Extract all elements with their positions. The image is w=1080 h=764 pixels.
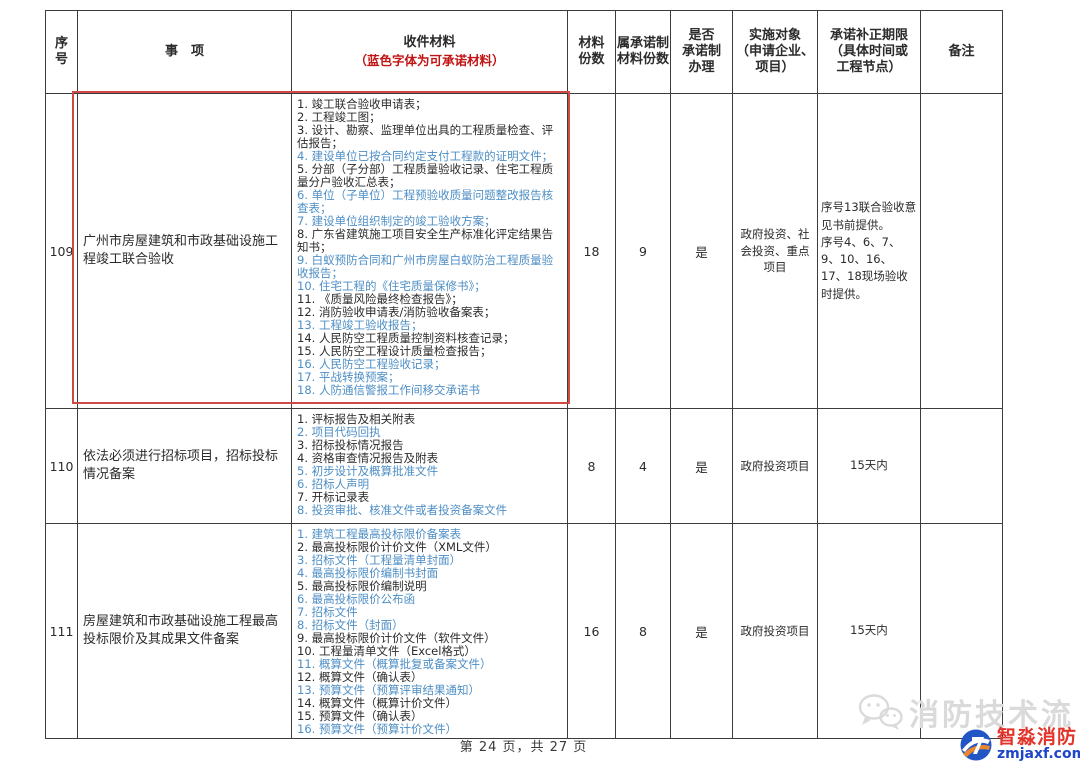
material-item-promisable: 7. 招标文件: [297, 605, 358, 619]
item-name: 广州市房屋建筑和市政基础设施工程竣工联合验收: [77, 93, 292, 409]
material-item: 10. 工程量清单文件（Excel格式）: [297, 644, 476, 658]
remark: [920, 408, 1003, 524]
remark: [920, 523, 1003, 739]
correction-deadline: 15天内: [817, 523, 921, 739]
material-item: 12. 概算文件（确认表）: [297, 670, 423, 684]
material-copies: 8: [567, 408, 616, 524]
table-row-110: 110 依法必须进行招标项目，招标投标情况备案 1. 评标报告及相关附表 2. 项目代…: [45, 408, 1003, 524]
correction-deadline: 序号13联合验收意见书前提供。 序号4、6、7、9、10、16、17、18现场验收…: [817, 93, 921, 409]
column-header-5: 是否 承诺制 办理: [670, 10, 733, 94]
promise-material-copies: 4: [615, 408, 671, 524]
implementation-targets: 政府投资、社会投资、重点项目: [732, 93, 818, 409]
material-item-promisable: 4. 最高投标限价编制书封面: [297, 566, 439, 580]
material-item: 12. 消防验收申请表/消防验收备案表；: [297, 305, 496, 319]
material-item: 3. 设计、勘察、监理单位出具的工程质量检查、评估报告；: [297, 123, 554, 150]
material-item: 5. 分部（子分部）工程质量验收记录、住宅工程质量分户验收汇总表；: [297, 162, 554, 189]
material-item: 2. 最高投标限价计价文件（XML文件）: [297, 540, 497, 554]
implementation-targets: 政府投资项目: [732, 523, 818, 739]
column-header-2: 收件材料 （蓝色字体为可承诺材料）: [291, 10, 568, 94]
material-item-promisable: 16. 预算文件（预算计价文件）: [297, 722, 457, 736]
material-item: 1. 评标报告及相关附表: [297, 412, 416, 426]
material-item-promisable: 8. 投资审批、核准文件或者投资备案文件: [297, 503, 508, 517]
material-item: 3. 招标投标情况报告: [297, 438, 404, 452]
column-header-7: 承诺补正期限 （具体时间或 工程节点）: [817, 10, 921, 94]
column-header-0: 序 号: [45, 10, 78, 94]
watermark-wechat-label: 消防技术流: [909, 698, 1074, 733]
column-header-4: 属承诺制 材料份数: [615, 10, 671, 94]
material-item-promisable: 6. 招标人声明: [297, 477, 370, 491]
remark: [920, 93, 1003, 409]
deadline-line: 序号13联合验收意见书前提供。: [821, 200, 917, 232]
row-number: 111: [45, 523, 78, 739]
material-item-promisable: 9. 白蚁预防合同和广州市房屋白蚁防治工程质量验收报告；: [297, 253, 554, 280]
material-item: 14. 概算文件（概算计价文件）: [297, 696, 457, 710]
promise-handled: 是: [670, 523, 733, 739]
promise-handled: 是: [670, 93, 733, 409]
material-item-promisable: 6. 最高投标限价公布函: [297, 592, 416, 606]
material-item-promisable: 2. 项目代码回执: [297, 425, 381, 439]
material-item: 9. 最高投标限价计价文件（软件文件）: [297, 631, 496, 645]
material-copies: 18: [567, 93, 616, 409]
watermark-wechat: 消防技术流: [856, 690, 1074, 734]
material-item: 7. 开标记录表: [297, 490, 370, 504]
deadline-line: 序号4、6、7、9、10、16、17、18现场验收时提供。: [821, 234, 908, 301]
material-item: 15. 人民防空工程设计质量检查报告；: [297, 344, 492, 358]
material-item-promisable: 6. 单位（子单位）工程预验收质量问题整改报告核查表；: [297, 188, 554, 215]
material-item-promisable: 1. 建筑工程最高投标限价备案表: [297, 527, 462, 541]
material-item-promisable: 4. 建设单位已按合同约定支付工程款的证明文件；: [297, 149, 554, 163]
material-item-promisable: 18. 人防通信警报工作间移交承诺书: [297, 383, 480, 397]
material-item-promisable: 5. 初步设计及概算批准文件: [297, 464, 439, 478]
material-item-promisable: 13. 预算文件（预算评审结果通知）: [297, 683, 480, 697]
watermark-brand: 智淼消防 zmjaxf.com: [958, 727, 1080, 763]
table-row-111: 111 房屋建筑和市政基础设施工程最高投标限价及其成果文件备案 1. 建筑工程最高投…: [45, 523, 1003, 739]
page-number: 第 24 页，共 27 页: [459, 740, 588, 755]
header-row: 序 号事 项收件材料 （蓝色字体为可承诺材料） 材料 份数 属承诺制 材料份数 是否 承…: [45, 10, 1003, 94]
material-item-promisable: 10. 住宅工程的《住宅质量保修书》；: [297, 279, 486, 293]
material-item-promisable: 7. 建设单位组织制定的竣工验收方案；: [297, 214, 496, 228]
material-item-promisable: 17. 平战转换预案；: [297, 370, 400, 384]
material-item-promisable: 3. 招标文件（工程量清单封面）: [297, 553, 462, 567]
watermark-brand-url: zmjaxf.com: [997, 746, 1080, 762]
promise-handled: 是: [670, 408, 733, 524]
watermark-brand-name: 智淼消防: [997, 726, 1078, 748]
zhimiao-logo-icon: [960, 729, 992, 761]
wechat-icon: [858, 694, 903, 730]
material-item: 11. 《质量风险最终检查报告》；: [297, 292, 463, 306]
material-item-promisable: 16. 人民防空工程验收记录；: [297, 357, 446, 371]
material-copies: 16: [567, 523, 616, 739]
correction-deadline: 15天内: [817, 408, 921, 524]
deadline-line: 15天内: [850, 458, 888, 473]
materials-list: 1. 竣工联合验收申请表； 2. 工程竣工图； 3. 设计、勘察、监理单位出具的工程…: [291, 93, 568, 409]
material-item: 14. 人民防空工程质量控制资料核查记录；: [297, 331, 515, 345]
material-item: 4. 资格审查情况报告及附表: [297, 451, 439, 465]
material-item: 8. 广东省建筑施工项目安全生产标准化评定结果告知书；: [297, 227, 554, 254]
column-header-red-note: （蓝色字体为可承诺材料）: [354, 53, 505, 69]
deadline-line: 15天内: [850, 623, 888, 638]
materials-list: 1. 评标报告及相关附表 2. 项目代码回执 3. 招标投标情况报告 4. 资格审查情…: [291, 408, 568, 524]
material-item: 15. 预算文件（确认表）: [297, 709, 423, 723]
promise-material-copies: 9: [615, 93, 671, 409]
column-header-8: 备注: [920, 10, 1003, 94]
promise-material-copies: 8: [615, 523, 671, 739]
material-item: 5. 最高投标限价编制说明: [297, 579, 427, 593]
item-name: 房屋建筑和市政基础设施工程最高投标限价及其成果文件备案: [77, 523, 292, 739]
implementation-targets: 政府投资项目: [732, 408, 818, 524]
material-item-promisable: 13. 工程竣工验收报告；: [297, 318, 423, 332]
material-item-promisable: 11. 概算文件（概算批复或备案文件）: [297, 657, 492, 671]
column-header-3: 材料 份数: [567, 10, 616, 94]
material-item-promisable: 8. 招标文件（封面）: [297, 618, 404, 632]
materials-list: 1. 建筑工程最高投标限价备案表 2. 最高投标限价计价文件（XML文件） 3. 招…: [291, 523, 568, 739]
item-name: 依法必须进行招标项目，招标投标情况备案: [77, 408, 292, 524]
table-row-109: 109 广州市房屋建筑和市政基础设施工程竣工联合验收 1. 竣工联合验收申请表； 2.…: [45, 93, 1003, 409]
material-item: 1. 竣工联合验收申请表；: [297, 97, 427, 111]
material-item: 2. 工程竣工图；: [297, 110, 381, 124]
row-number: 109: [45, 93, 78, 409]
materials-table: 序 号事 项收件材料 （蓝色字体为可承诺材料） 材料 份数 属承诺制 材料份数 是否 承…: [45, 10, 1003, 739]
column-header-6: 实施对象 （申请企业、 项目）: [732, 10, 818, 94]
row-number: 110: [45, 408, 78, 524]
column-header-1: 事 项: [77, 10, 292, 94]
